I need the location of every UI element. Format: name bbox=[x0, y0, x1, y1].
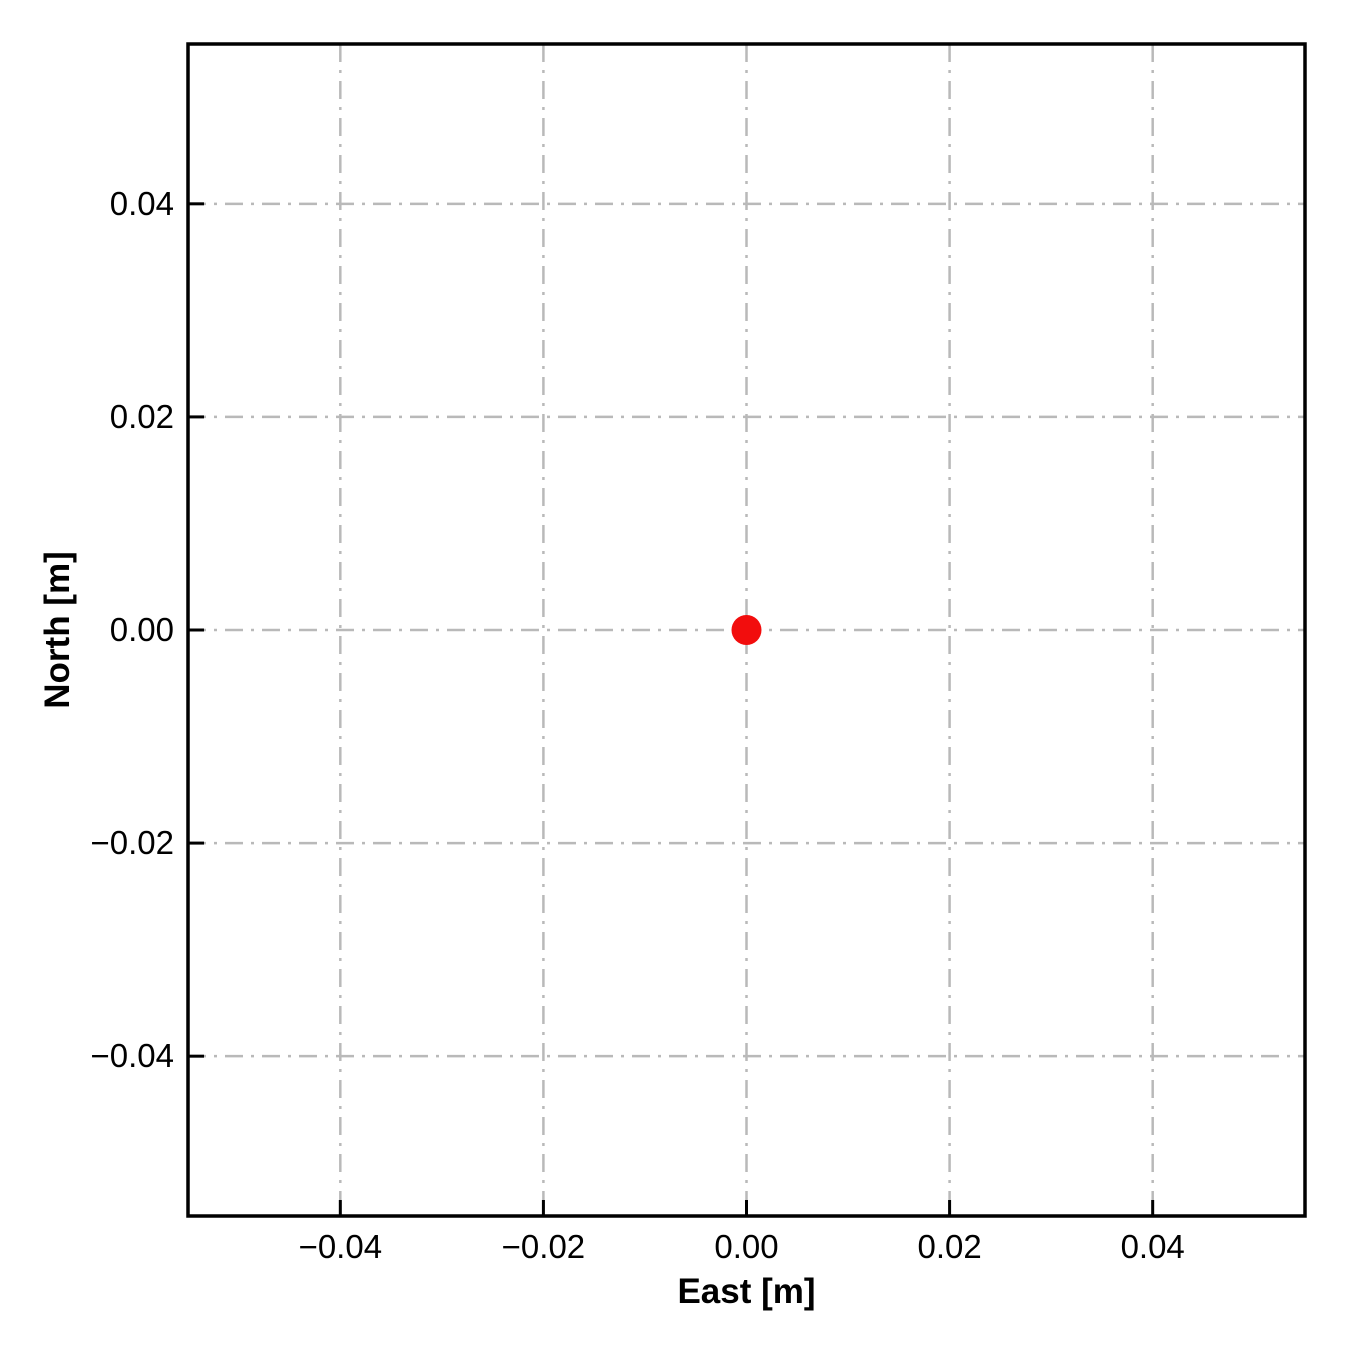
x-tick-label: 0.00 bbox=[714, 1228, 778, 1265]
x-tick-label: −0.04 bbox=[299, 1228, 383, 1265]
y-tick-label: 0.02 bbox=[110, 398, 174, 435]
x-tick-label: −0.02 bbox=[502, 1228, 586, 1265]
y-tick-label: −0.04 bbox=[91, 1037, 175, 1074]
x-axis-label: East [m] bbox=[677, 1272, 816, 1311]
y-tick-label: 0.04 bbox=[110, 185, 174, 222]
x-tick-label: 0.04 bbox=[1121, 1228, 1185, 1265]
x-tick-label: 0.02 bbox=[917, 1228, 981, 1265]
data-point-marker bbox=[731, 615, 762, 645]
y-axis-label: North [m] bbox=[38, 551, 77, 709]
y-tick-label: 0.00 bbox=[110, 611, 174, 648]
y-tick-label: −0.02 bbox=[91, 824, 175, 861]
